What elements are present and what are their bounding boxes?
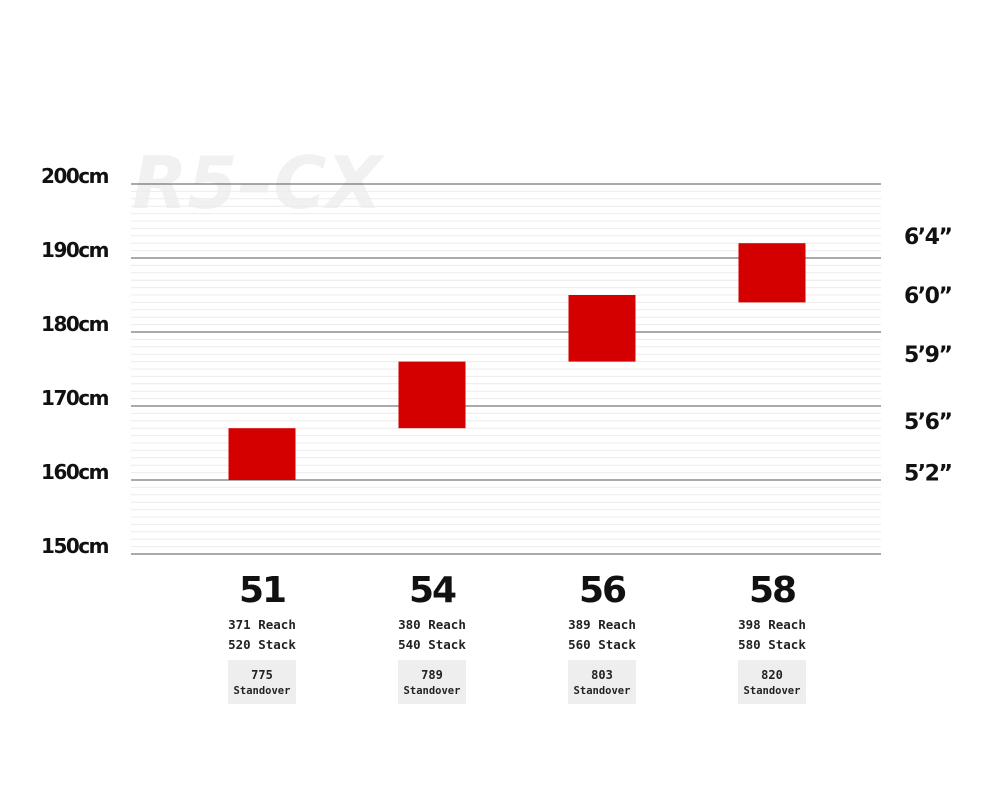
y-axis: 150cm 160cm 170cm 180cm 190cm 200cm xyxy=(41,164,110,558)
stack-label: 520 Stack xyxy=(228,637,296,652)
right-axis: 6’4” 6’0” 5’9” 5’6” 5’2” xyxy=(904,225,953,487)
reach-label: 371 Reach xyxy=(228,617,296,632)
y-tick-label: 160cm xyxy=(41,460,109,484)
reach-label: 398 Reach xyxy=(738,617,806,632)
standover-label: Standover xyxy=(234,685,291,697)
standover-box xyxy=(568,660,636,704)
x-axis: 51 371 Reach 520 Stack 775 Standover 54 380 Re… xyxy=(228,570,806,704)
standover-label: Standover xyxy=(574,685,631,697)
size-bar-58 xyxy=(738,243,806,303)
size-label: 58 xyxy=(749,570,795,611)
grid xyxy=(131,183,881,555)
size-bar-54 xyxy=(398,361,466,429)
standover-value: 803 xyxy=(591,668,613,682)
standover-box xyxy=(738,660,806,704)
y-tick-label: 180cm xyxy=(41,312,109,336)
bars xyxy=(228,243,806,480)
y-tick-label: 150cm xyxy=(41,534,109,558)
standover-box xyxy=(398,660,466,704)
right-tick-label: 6’0” xyxy=(904,284,951,309)
y-tick-label: 190cm xyxy=(41,238,109,262)
watermark-text: R5–CX xyxy=(132,141,385,225)
standover-box xyxy=(228,660,296,704)
right-tick-label: 5’2” xyxy=(904,462,951,487)
size-label: 54 xyxy=(409,570,456,611)
size-label: 51 xyxy=(239,570,285,611)
y-tick-label: 200cm xyxy=(41,164,109,188)
stack-label: 540 Stack xyxy=(398,637,466,652)
right-tick-label: 5’6” xyxy=(904,410,951,435)
standover-label: Standover xyxy=(404,685,461,697)
size-bar-56 xyxy=(568,295,636,362)
standover-value: 820 xyxy=(761,668,783,682)
stack-label: 560 Stack xyxy=(568,637,636,652)
standover-value: 775 xyxy=(251,668,273,682)
size-bar-51 xyxy=(228,428,296,480)
reach-label: 380 Reach xyxy=(398,617,466,632)
standover-value: 789 xyxy=(421,668,443,682)
right-tick-label: 5’9” xyxy=(904,343,951,368)
size-label: 56 xyxy=(579,570,626,611)
stack-label: 580 Stack xyxy=(738,637,806,652)
reach-label: 389 Reach xyxy=(568,617,636,632)
standover-label: Standover xyxy=(744,685,801,697)
y-tick-label: 170cm xyxy=(41,386,109,410)
right-tick-label: 6’4” xyxy=(904,225,951,250)
